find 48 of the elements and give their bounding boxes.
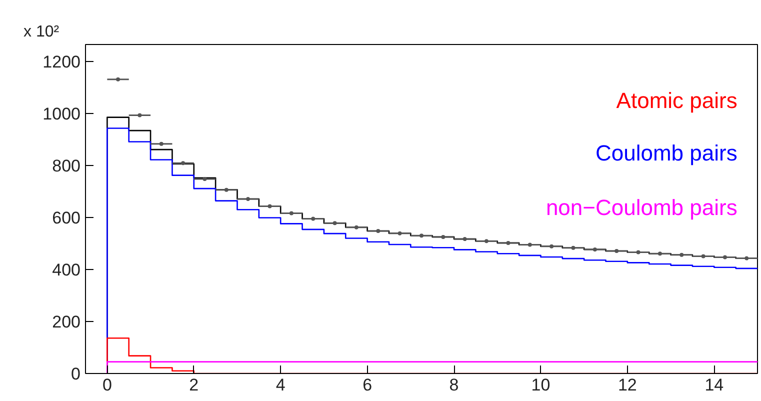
point bbox=[420, 234, 424, 238]
point bbox=[268, 204, 272, 208]
y-tick-label: 400 bbox=[52, 260, 81, 280]
x-tick-label: 10 bbox=[531, 376, 550, 394]
point bbox=[528, 242, 532, 247]
point bbox=[636, 250, 640, 254]
y-tick-label: 600 bbox=[52, 208, 81, 228]
point bbox=[441, 234, 446, 239]
text: Atomic pairs bbox=[616, 88, 738, 113]
y-tick-label: 1000 bbox=[42, 104, 81, 124]
x-tick-label: 12 bbox=[618, 376, 637, 394]
text: non−Coulomb pairs bbox=[546, 194, 738, 220]
x-tick-label: 8 bbox=[449, 376, 459, 394]
point bbox=[484, 239, 489, 244]
point bbox=[138, 113, 142, 118]
point bbox=[658, 252, 662, 256]
point bbox=[680, 252, 684, 257]
y-tick-label: 1200 bbox=[42, 52, 81, 72]
point bbox=[332, 221, 337, 226]
point bbox=[224, 188, 228, 192]
point bbox=[246, 196, 250, 201]
point bbox=[506, 240, 510, 245]
y-tick-label: 800 bbox=[52, 156, 81, 176]
x-tick-label: 0 bbox=[102, 376, 112, 394]
point bbox=[462, 237, 467, 242]
x-tick-label: 14 bbox=[704, 376, 724, 394]
x-tick-label: 4 bbox=[276, 376, 286, 394]
point bbox=[701, 254, 706, 258]
point bbox=[376, 228, 380, 233]
point bbox=[116, 77, 120, 82]
point bbox=[311, 216, 316, 221]
point bbox=[202, 176, 207, 181]
point bbox=[550, 244, 554, 248]
x-tick-label: 2 bbox=[189, 376, 199, 394]
text: Coulomb pairs bbox=[596, 140, 738, 166]
point bbox=[722, 255, 727, 260]
point bbox=[571, 246, 576, 250]
point bbox=[398, 231, 402, 236]
point bbox=[744, 256, 749, 260]
y-tick-label: 200 bbox=[52, 312, 81, 332]
point bbox=[289, 211, 294, 216]
y-axis-title: x 10² bbox=[24, 24, 60, 40]
point bbox=[159, 142, 164, 146]
x-tick-label: 6 bbox=[362, 376, 372, 394]
point bbox=[354, 225, 358, 230]
point bbox=[592, 247, 597, 252]
point bbox=[614, 249, 619, 253]
point bbox=[181, 161, 186, 166]
